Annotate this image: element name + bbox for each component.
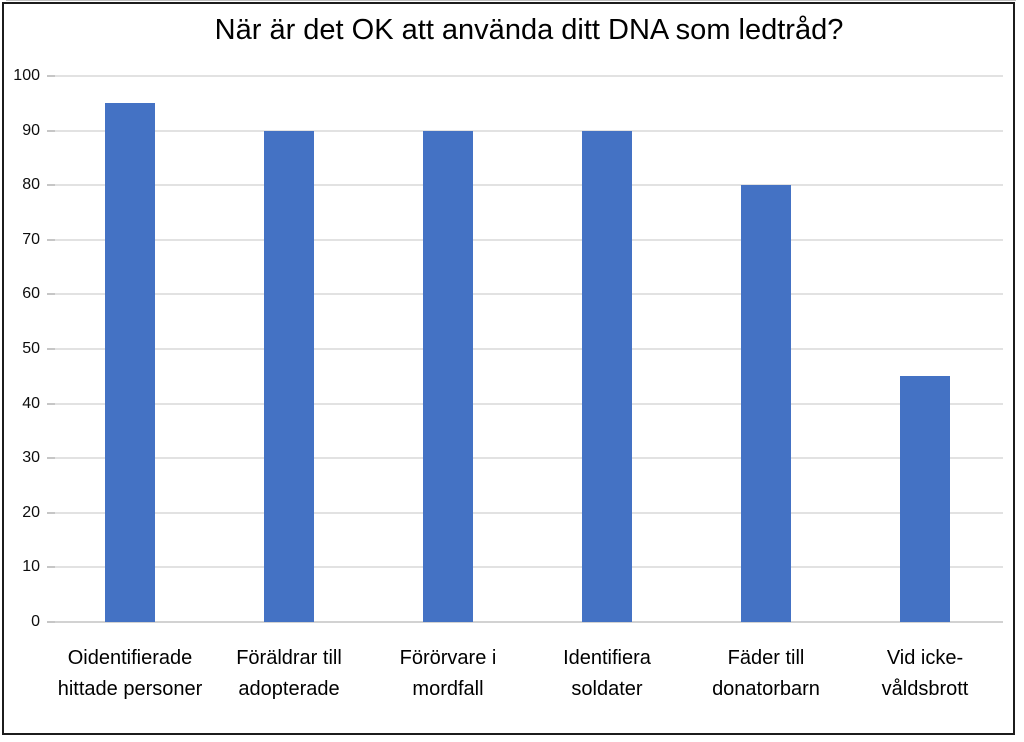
y-axis-tick-label: 30 bbox=[22, 449, 40, 467]
y-axis-tick-label: 100 bbox=[13, 67, 40, 84]
gridline bbox=[55, 402, 1003, 405]
y-axis-tick bbox=[47, 402, 55, 405]
gridline bbox=[55, 293, 1003, 296]
y-axis-tick bbox=[47, 129, 55, 132]
y-axis-tick-label: 10 bbox=[22, 558, 40, 576]
bar bbox=[582, 130, 632, 622]
gridline bbox=[55, 511, 1003, 514]
gridline bbox=[55, 238, 1003, 241]
bar bbox=[741, 185, 791, 622]
category-label: Oidentifierade hittade personer bbox=[57, 647, 203, 700]
y-axis-tick bbox=[47, 566, 55, 569]
y-axis-tick-label: 90 bbox=[22, 121, 40, 139]
x-axis-line bbox=[55, 621, 1003, 623]
gridline bbox=[55, 457, 1003, 460]
y-axis-tick bbox=[47, 184, 55, 187]
y-axis-tick bbox=[47, 238, 55, 241]
y-axis-tick-label: 70 bbox=[22, 230, 40, 248]
gridline bbox=[55, 566, 1003, 569]
y-axis-tick bbox=[47, 457, 55, 460]
y-axis-tick bbox=[47, 621, 55, 623]
bar bbox=[105, 103, 155, 622]
category-label: Föräldrar till adopterade bbox=[236, 647, 342, 700]
chart-title: När är det OK att använda ditt DNA som l… bbox=[214, 14, 844, 46]
y-axis-tick-label: 0 bbox=[31, 613, 40, 630]
bar bbox=[423, 130, 473, 622]
category-label: Identifiera soldater bbox=[563, 647, 651, 700]
y-axis-tick bbox=[47, 348, 55, 350]
y-axis-tick-label: 40 bbox=[22, 394, 40, 412]
y-axis-tick-label: 60 bbox=[22, 285, 40, 303]
y-axis-tick-label: 80 bbox=[22, 176, 40, 194]
y-axis-tick bbox=[47, 511, 55, 514]
y-axis-tick-label: 20 bbox=[22, 503, 40, 521]
y-axis-tick bbox=[47, 75, 55, 77]
category-label: Förörvare i mordfall bbox=[399, 647, 497, 700]
category-label: Vid icke-våldsbrott bbox=[881, 647, 969, 700]
gridline bbox=[55, 348, 1003, 350]
bar bbox=[264, 130, 314, 622]
bar bbox=[900, 376, 950, 622]
top-crop-line bbox=[6, 0, 1016, 1]
y-axis-tick-label: 50 bbox=[22, 340, 40, 357]
gridline bbox=[55, 184, 1003, 187]
gridline bbox=[55, 75, 1003, 77]
gridline bbox=[55, 129, 1003, 132]
category-label: Fäder till donatorbarn bbox=[712, 647, 820, 700]
y-axis-tick bbox=[47, 293, 55, 296]
chart-frame bbox=[2, 2, 1015, 735]
